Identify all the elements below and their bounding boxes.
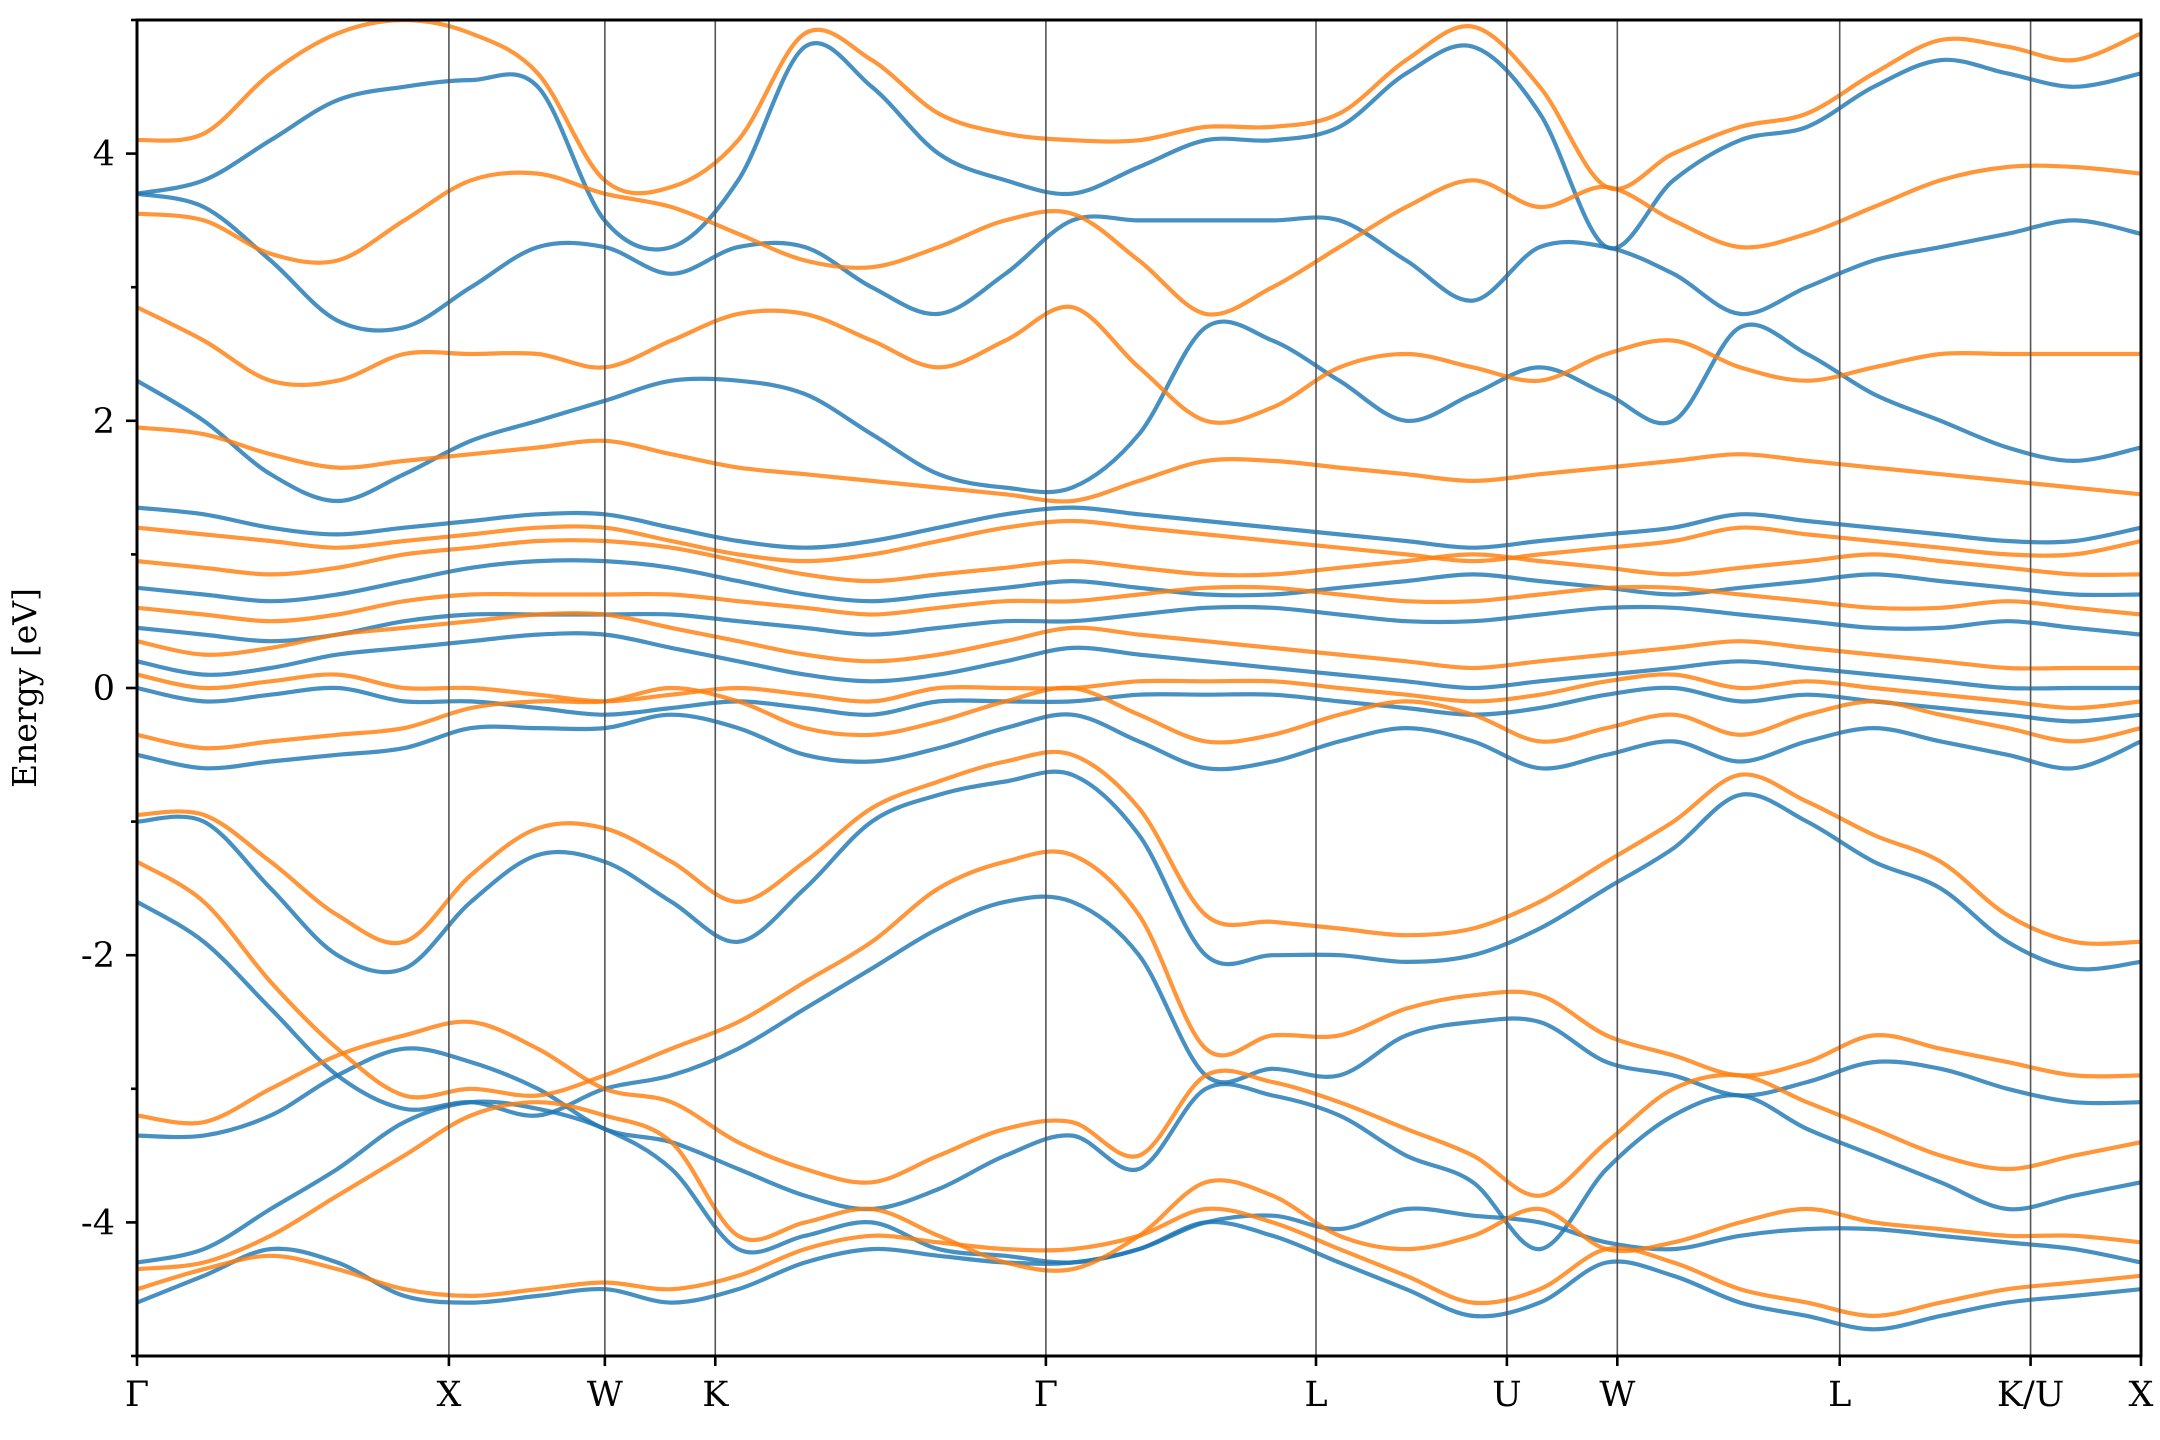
x-tick-label: Γ: [125, 1375, 149, 1415]
y-tick-label: -2: [81, 936, 115, 976]
band-line: [137, 163, 2141, 317]
band-line: [137, 558, 2141, 604]
band-line: [137, 685, 2141, 751]
band-line: [137, 20, 2141, 196]
band-line: [137, 191, 2141, 333]
band-line: [137, 769, 2141, 975]
high-symmetry-lines: [448, 20, 2032, 1356]
y-tick-label: 0: [93, 669, 115, 709]
band-line: [137, 538, 2141, 584]
band-line: [137, 518, 2141, 564]
x-tick-label: U: [1492, 1375, 1522, 1415]
x-tick-label: Γ: [1034, 1375, 1058, 1415]
band-line: [137, 304, 2141, 425]
band-line: [137, 894, 2141, 1118]
band-line: [137, 685, 2141, 724]
band-series-2: [137, 20, 2141, 1318]
x-axis: Γ X W K Γ L U W L K/U X: [125, 1356, 2154, 1415]
band-line: [137, 1019, 2141, 1198]
y-tick-label: -4: [81, 1203, 115, 1243]
x-tick-label: K: [702, 1375, 729, 1415]
bands-layer: [137, 20, 2141, 1332]
band-line: [137, 604, 2141, 644]
x-tick-label: W: [587, 1375, 623, 1415]
band-line: [137, 712, 2141, 772]
y-axis: -4 -2 0 2 4: [81, 18, 137, 1358]
band-line: [137, 41, 2141, 252]
y-tick-label: 2: [93, 402, 115, 442]
x-tick-label: L: [1304, 1375, 1327, 1415]
band-line: [137, 611, 2141, 671]
x-tick-label: W: [1599, 1375, 1635, 1415]
band-line: [137, 1206, 2141, 1318]
band-line: [137, 849, 2141, 1100]
x-tick-label: X: [436, 1375, 461, 1415]
band-line: [137, 425, 2141, 504]
band-line: [137, 631, 2141, 691]
y-tick-label: 4: [93, 135, 115, 175]
band-line: [137, 1219, 2141, 1332]
band-line: [137, 672, 2141, 711]
x-tick-label: K/U: [1997, 1375, 2064, 1415]
x-tick-label: L: [1828, 1375, 1851, 1415]
band-line: [137, 505, 2141, 550]
y-axis-label: Energy [eV]: [5, 588, 44, 788]
band-line: [137, 749, 2141, 946]
band-line: [137, 1046, 2141, 1252]
x-tick-label: X: [2129, 1375, 2154, 1415]
band-line: [137, 319, 2141, 504]
band-line: [137, 584, 2141, 624]
band-series-1: [137, 41, 2141, 1332]
